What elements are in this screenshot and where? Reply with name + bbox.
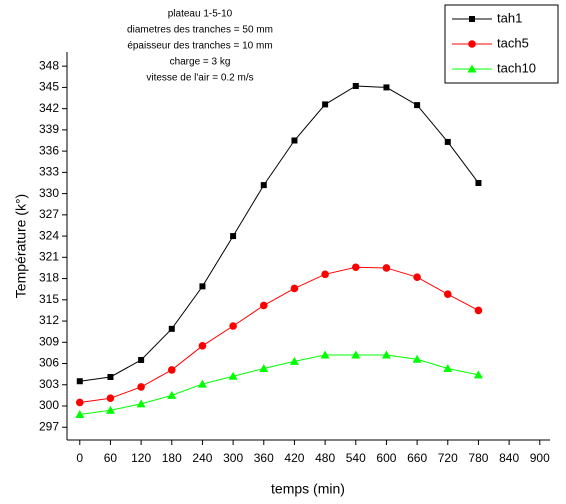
x-tick-label: 60 <box>104 451 118 465</box>
data-point <box>76 378 83 385</box>
data-point <box>228 371 238 380</box>
data-point <box>136 399 146 408</box>
x-tick-label: 540 <box>346 451 366 465</box>
x-tick-label: 180 <box>162 451 182 465</box>
y-tick-label: 318 <box>39 271 59 285</box>
x-tick-label: 480 <box>315 451 335 465</box>
data-point <box>105 405 115 414</box>
legend-label: tah1 <box>497 10 522 25</box>
series-line <box>79 85 479 382</box>
data-point <box>320 350 330 359</box>
y-tick-label: 306 <box>39 356 59 370</box>
data-point <box>351 263 360 272</box>
data-point <box>412 354 422 363</box>
data-point <box>383 84 390 91</box>
legend-label: tach10 <box>497 60 536 75</box>
data-point <box>198 342 207 350</box>
data-point <box>260 182 267 189</box>
y-tick-label: 327 <box>39 207 59 221</box>
data-point <box>473 370 483 379</box>
x-tick-label: 120 <box>131 451 151 465</box>
data-point <box>197 379 207 388</box>
data-point <box>381 350 391 359</box>
y-tick-label: 330 <box>39 186 59 200</box>
data-point <box>414 102 421 109</box>
data-point <box>382 264 391 272</box>
y-tick-label: 342 <box>39 101 59 115</box>
data-point <box>199 283 206 290</box>
data-point <box>474 306 483 315</box>
data-point <box>290 284 299 293</box>
x-axis-title: temps (min) <box>271 481 345 497</box>
y-tick-label: 339 <box>39 122 59 136</box>
data-point <box>413 273 421 281</box>
legend-marker <box>467 64 477 73</box>
series-line <box>79 354 479 416</box>
x-tick-label: 900 <box>530 451 550 465</box>
series-line <box>79 266 479 403</box>
data-point <box>351 350 361 359</box>
data-point <box>106 394 115 403</box>
y-tick-label: 309 <box>39 334 59 348</box>
data-point <box>167 390 177 399</box>
y-tick-label: 333 <box>39 165 59 179</box>
data-point <box>229 322 237 330</box>
data-point <box>321 270 329 279</box>
y-axis-title: Température (k°) <box>13 194 29 298</box>
data-point <box>444 138 451 145</box>
annotation: épaisseur des tranches = 10 mm <box>127 41 272 52</box>
y-tick-label: 303 <box>39 377 59 391</box>
x-tick-label: 420 <box>284 451 304 465</box>
y-tick-label: 321 <box>39 250 59 264</box>
x-tick-label: 360 <box>254 451 274 465</box>
x-tick-label: 240 <box>192 451 212 465</box>
x-tick-label: 720 <box>438 451 458 465</box>
data-point <box>443 363 453 372</box>
data-point <box>352 82 359 89</box>
data-point <box>475 179 482 186</box>
annotation: diametres des tranches = 50 mm <box>127 25 273 36</box>
data-point <box>137 383 145 391</box>
data-point <box>168 325 175 332</box>
y-tick-label: 312 <box>39 313 59 327</box>
data-point <box>75 410 85 419</box>
x-tick-label: 0 <box>76 451 83 465</box>
x-tick-label: 780 <box>468 451 488 465</box>
x-tick-label: 840 <box>499 451 519 465</box>
x-tick-label: 660 <box>407 451 427 465</box>
data-point <box>259 301 268 310</box>
data-point <box>75 398 84 407</box>
y-tick-label: 297 <box>39 419 59 433</box>
data-point <box>230 233 237 240</box>
y-tick-label: 345 <box>39 80 59 94</box>
annotation: vitesse de l'air = 0.2 m/s <box>146 73 253 84</box>
y-tick-label: 315 <box>39 292 59 306</box>
y-tick-label: 336 <box>39 143 59 157</box>
legend-marker <box>468 40 476 48</box>
data-point <box>289 356 299 365</box>
y-tick-label: 300 <box>39 398 59 412</box>
data-point <box>322 101 329 108</box>
data-point <box>259 363 269 372</box>
data-point <box>107 373 114 380</box>
y-tick-label: 348 <box>39 58 59 72</box>
annotation: plateau 1-5-10 <box>168 9 233 20</box>
legend-marker <box>469 16 475 22</box>
data-point <box>167 366 176 374</box>
y-tick-label: 324 <box>39 228 59 242</box>
annotation: charge = 3 kg <box>170 57 231 68</box>
x-tick-label: 600 <box>376 451 396 465</box>
legend-label: tach5 <box>497 35 529 50</box>
data-point <box>138 356 145 363</box>
data-point <box>291 137 298 144</box>
x-tick-label: 300 <box>223 451 243 465</box>
data-point <box>443 290 452 298</box>
